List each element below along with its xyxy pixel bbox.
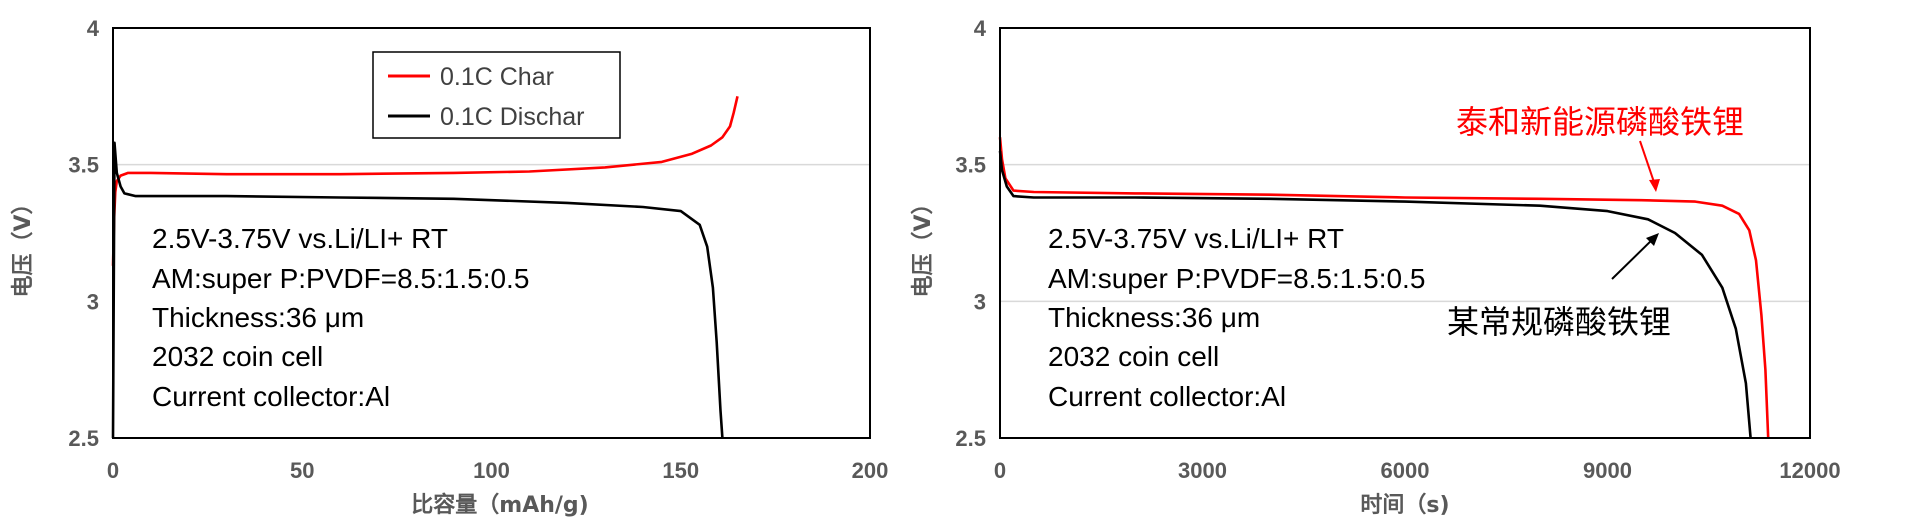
legend-discharge-label: 0.1C Dischar (440, 103, 585, 131)
note-line-formulation: AM:super P:PVDF=8.5:1.5:0.5 (1048, 263, 1425, 294)
test-conditions-note: 2.5V-3.75V vs.Li/LI+ RT AM:super P:PVDF=… (152, 223, 529, 412)
capacity-voltage-chart: 2.5 3 3.5 4 0 50 100 150 200 电压（V） 比容量（mAh/g) 0… (11, 16, 888, 518)
note-line-cell-type: 2032 coin cell (152, 341, 323, 372)
series-line-red (111, 96, 739, 266)
x-tick-label: 0 (994, 458, 1006, 483)
time-voltage-chart: 2.533.54 0 3000 6000 9000 12000 电压（V） 时间（s) … (911, 16, 1841, 518)
x-tick-label: 50 (290, 458, 314, 483)
x-tick-label: 100 (473, 458, 510, 483)
x-tick-label: 12000 (1779, 458, 1840, 483)
x-tick-label: 200 (852, 458, 889, 483)
series-line-red (998, 137, 1770, 439)
x-tick-label: 3000 (1178, 458, 1227, 483)
callout-conventional-arrow (1611, 235, 1657, 280)
y-axis-label: 电压（V） (11, 192, 36, 297)
series-line-black (111, 141, 724, 439)
callout-taihe-arrowhead (1649, 179, 1660, 192)
y-tick-label: 4 (974, 16, 987, 41)
x-tick-label: 0 (107, 458, 119, 483)
x-tick-label: 6000 (1381, 458, 1430, 483)
y-axis-label: 电压（V） (911, 192, 936, 297)
y-tick-label: 3.5 (68, 153, 99, 178)
x-tick-label: 9000 (1583, 458, 1632, 483)
callout-conventional-lfp: 某常规磷酸铁锂 (1447, 303, 1671, 341)
y-tick-label: 2.5 (68, 426, 99, 451)
x-tick-label: 150 (662, 458, 699, 483)
note-line-collector: Current collector:Al (152, 381, 390, 412)
note-line-voltage-range: 2.5V-3.75V vs.Li/LI+ RT (152, 223, 448, 254)
y-tick-label: 3.5 (955, 153, 986, 178)
y-tick-label: 2.5 (955, 426, 986, 451)
x-axis-label: 时间（s) (1360, 493, 1449, 518)
legend-charge-label: 0.1C Char (440, 63, 554, 91)
note-line-thickness: Thickness:36 μm (1048, 302, 1260, 333)
legend-box (372, 51, 621, 139)
plot-frame (112, 27, 871, 439)
note-line-thickness: Thickness:36 μm (152, 302, 364, 333)
note-line-cell-type: 2032 coin cell (1048, 341, 1219, 372)
legend: 0.1C Char 0.1C Dischar (372, 51, 621, 139)
series-line-black (998, 150, 1752, 439)
callout-taihe-lfp: 泰和新能源磷酸铁锂 (1456, 103, 1744, 141)
note-line-formulation: AM:super P:PVDF=8.5:1.5:0.5 (152, 263, 529, 294)
callout-conventional-arrowhead (1646, 233, 1659, 246)
note-line-collector: Current collector:Al (1048, 381, 1286, 412)
y-tick-label: 4 (87, 16, 100, 41)
plot-frame (999, 27, 1811, 439)
y-tick-label: 3 (974, 289, 986, 314)
y-tick-label: 3 (87, 289, 99, 314)
test-conditions-note: 2.5V-3.75V vs.Li/LI+ RT AM:super P:PVDF=… (1048, 223, 1425, 412)
x-axis-label: 比容量（mAh/g) (411, 492, 588, 518)
note-line-voltage-range: 2.5V-3.75V vs.Li/LI+ RT (1048, 223, 1344, 254)
